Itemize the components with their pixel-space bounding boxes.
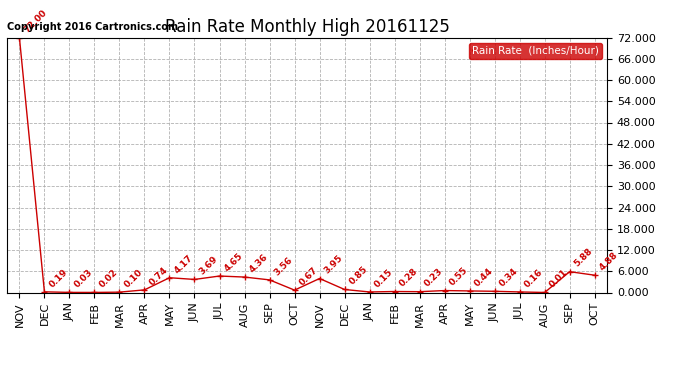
Text: 0.67: 0.67 (297, 266, 319, 287)
Text: 4.36: 4.36 (247, 252, 269, 274)
Text: 0.10: 0.10 (122, 267, 144, 290)
Text: 0.03: 0.03 (72, 268, 94, 290)
Text: 4.17: 4.17 (172, 253, 195, 275)
Text: 0.02: 0.02 (97, 268, 119, 290)
Text: 0.28: 0.28 (397, 267, 420, 289)
Text: Copyright 2016 Cartronics.com: Copyright 2016 Cartronics.com (7, 22, 178, 32)
Text: 0.74: 0.74 (147, 265, 169, 287)
Text: 0.19: 0.19 (47, 267, 69, 289)
Text: 5.88: 5.88 (573, 247, 595, 269)
Text: 4.65: 4.65 (222, 251, 244, 273)
Title: Rain Rate Monthly High 20161125: Rain Rate Monthly High 20161125 (165, 18, 449, 36)
Text: 0.16: 0.16 (522, 267, 544, 289)
Text: 0.34: 0.34 (497, 267, 520, 288)
Text: 3.56: 3.56 (273, 255, 295, 277)
Text: 4.88: 4.88 (598, 251, 620, 273)
Text: 0.85: 0.85 (347, 265, 369, 287)
Text: 0.44: 0.44 (473, 266, 495, 288)
Text: 0.15: 0.15 (373, 267, 394, 289)
Text: 3.69: 3.69 (197, 255, 219, 277)
Text: 0.01: 0.01 (547, 268, 569, 290)
Text: 0.55: 0.55 (447, 266, 469, 288)
Legend: Rain Rate  (Inches/Hour): Rain Rate (Inches/Hour) (469, 43, 602, 59)
Text: 72.00: 72.00 (22, 8, 48, 35)
Text: 3.95: 3.95 (322, 254, 344, 276)
Text: 0.23: 0.23 (422, 267, 444, 289)
